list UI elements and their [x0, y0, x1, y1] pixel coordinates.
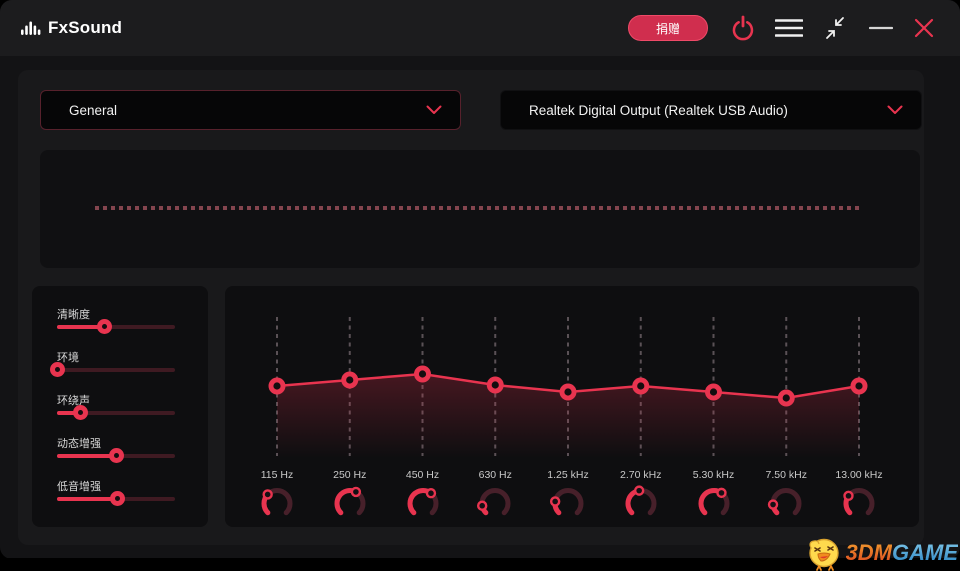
- knob-indicator-dot: [768, 499, 779, 510]
- eq-curve-point-center: [346, 376, 354, 384]
- knob-indicator-dot: [633, 485, 645, 496]
- effect-slider[interactable]: [57, 404, 175, 420]
- slider-thumb[interactable]: [109, 491, 125, 506]
- equalizer-panel: 115 Hz 250 Hz 450 Hz 630 Hz 1.25 kHz 2.70 kHz…: [225, 286, 919, 527]
- power-icon: [732, 15, 754, 41]
- eq-curve-point-center: [855, 382, 863, 390]
- eq-band-frequency-label: 5.30 kHz: [692, 469, 735, 481]
- effect-row: 低音增强: [32, 478, 208, 518]
- watermark-text-game: GAME: [892, 534, 958, 571]
- eq-curve-point-center: [564, 388, 572, 396]
- hamburger-menu-icon: [775, 19, 803, 37]
- eq-curve-point-center: [637, 382, 645, 390]
- eq-curve-point-center: [491, 381, 499, 389]
- spectrum-baseline-dashed-line: [95, 206, 863, 210]
- effect-row: 动态增强: [32, 435, 208, 475]
- eq-band-frequency-label: 450 Hz: [405, 469, 440, 481]
- effect-label: 清晰度: [57, 309, 90, 321]
- eq-band-knob[interactable]: [403, 483, 443, 523]
- minimize-button[interactable]: [858, 11, 904, 45]
- effect-slider[interactable]: [57, 447, 175, 463]
- slider-thumb[interactable]: [49, 362, 65, 377]
- preset-dropdown-value: General: [69, 102, 118, 118]
- app-logo: FxSound: [21, 0, 122, 56]
- power-button[interactable]: [720, 11, 766, 45]
- eq-band-knob[interactable]: [548, 483, 588, 523]
- effect-label: 环境: [57, 352, 79, 364]
- effect-row: 环绕声: [32, 392, 208, 432]
- effects-panel: 清晰度环境环绕声动态增强低音增强: [32, 286, 208, 527]
- slider-thumb[interactable]: [96, 319, 112, 334]
- spectrum-visualizer-panel: [40, 150, 920, 268]
- eq-band-frequency-label: 630 Hz: [478, 469, 512, 481]
- slider-thumb[interactable]: [108, 448, 124, 463]
- effect-row: 环境: [32, 349, 208, 389]
- effect-label: 环绕声: [57, 395, 90, 407]
- close-button[interactable]: [904, 11, 944, 45]
- audio-bars-logo-icon: [21, 21, 41, 35]
- chevron-down-icon: [426, 105, 442, 115]
- output-device-dropdown[interactable]: Realtek Digital Output (Realtek USB Audi…: [500, 90, 922, 130]
- eq-curve-point-center: [782, 394, 790, 402]
- effect-slider[interactable]: [57, 490, 175, 506]
- effect-row: 清晰度: [32, 306, 208, 346]
- eq-band-frequency-label: 250 Hz: [333, 469, 367, 481]
- eq-band-knob[interactable]: [839, 483, 879, 523]
- watermark-chick-icon: [808, 538, 839, 571]
- collapse-arrows-icon: [826, 17, 844, 39]
- close-icon: [914, 18, 934, 38]
- preset-dropdown[interactable]: General: [40, 90, 461, 130]
- titlebar: FxSound 捐赠: [0, 0, 960, 56]
- donate-button[interactable]: 捐赠: [628, 15, 708, 41]
- knob-indicator-dot: [715, 487, 727, 499]
- eq-band-knob[interactable]: [257, 483, 297, 523]
- eq-band-frequency-label: 7.50 kHz: [765, 469, 807, 481]
- eq-band-frequency-label: 115 Hz: [260, 469, 294, 481]
- knob-indicator-dot: [425, 488, 436, 499]
- watermark-3dmgame: 3DM GAME: [805, 534, 958, 571]
- eq-band-knob[interactable]: [330, 483, 370, 523]
- eq-band-knob[interactable]: [766, 483, 806, 523]
- eq-curve-point-center: [273, 382, 281, 390]
- effect-slider[interactable]: [49, 361, 175, 377]
- watermark-strip: [0, 558, 960, 571]
- eq-band-frequency-label: 2.70 kHz: [620, 469, 662, 481]
- eq-band-knob[interactable]: [621, 483, 661, 523]
- titlebar-controls: 捐赠: [628, 0, 944, 56]
- app-window: FxSound 捐赠: [0, 0, 960, 559]
- eq-curve-point-center: [709, 388, 718, 396]
- watermark-text-3dm: 3DM: [846, 534, 892, 571]
- knob-indicator-dot: [262, 489, 273, 500]
- eq-band-frequency-label: 13.00 kHz: [835, 469, 883, 481]
- eq-band-knob[interactable]: [475, 483, 515, 523]
- knob-indicator-dot: [350, 486, 361, 498]
- chevron-down-icon: [887, 105, 903, 115]
- effect-label: 动态增强: [57, 438, 101, 450]
- main-content: General Realtek Digital Output (Realtek …: [18, 70, 924, 545]
- eq-curve-point-center: [418, 370, 427, 378]
- knob-indicator-dot: [549, 496, 561, 507]
- app-title: FxSound: [48, 18, 123, 37]
- minimize-icon: [869, 26, 893, 30]
- compact-mode-button[interactable]: [812, 11, 858, 45]
- effect-label: 低音增强: [57, 481, 101, 493]
- knob-indicator-dot: [843, 490, 854, 502]
- output-device-dropdown-value: Realtek Digital Output (Realtek USB Audi…: [529, 102, 788, 118]
- eq-curve-graph: [268, 317, 868, 458]
- knob-indicator-dot: [477, 500, 488, 511]
- effect-slider[interactable]: [57, 318, 175, 334]
- eq-band-knob[interactable]: [694, 483, 734, 523]
- menu-button[interactable]: [766, 11, 812, 45]
- slider-thumb[interactable]: [73, 405, 89, 420]
- eq-band-frequency-label: 1.25 kHz: [547, 469, 589, 481]
